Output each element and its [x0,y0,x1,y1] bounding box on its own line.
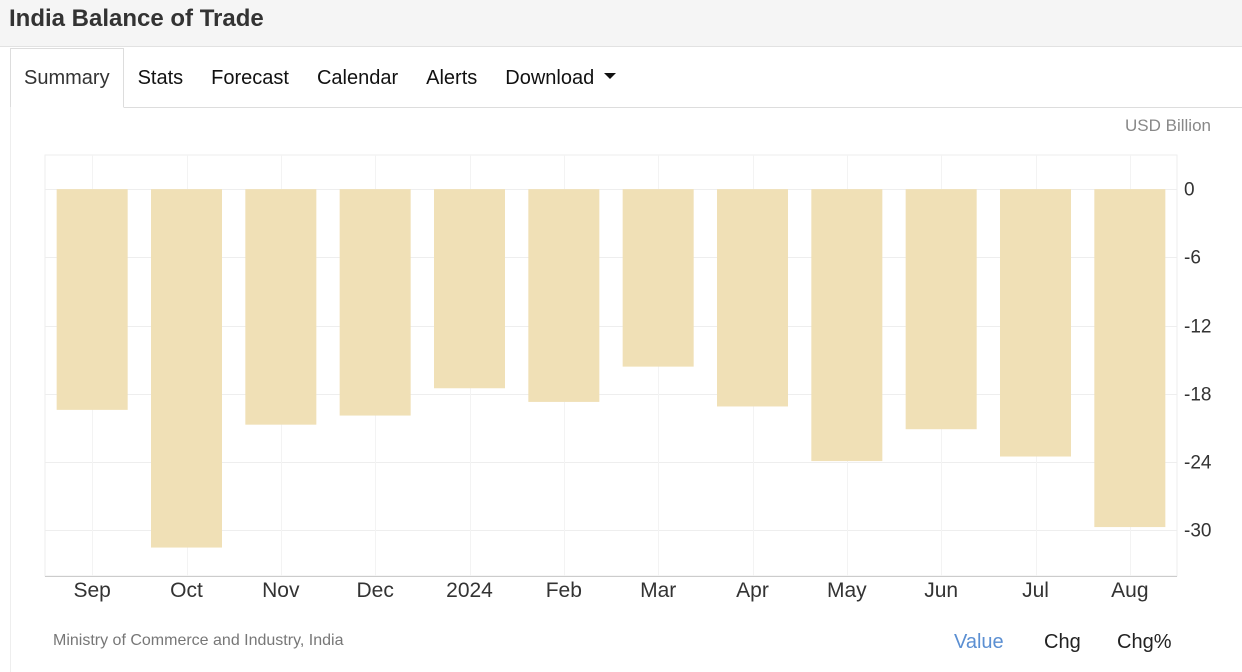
bar-may[interactable] [811,189,883,462]
bar-aug[interactable] [1094,189,1166,528]
x-tick-label: Jul [1022,579,1049,602]
bar-nov[interactable] [245,189,317,425]
tab-download[interactable]: Download [491,48,630,107]
x-tick-label: Sep [73,579,110,602]
x-tick-label: Jun [924,579,958,602]
bar-oct[interactable] [151,189,222,548]
tab-forecast[interactable]: Forecast [211,66,289,89]
x-tick-label: Mar [640,579,676,602]
tab-download-label: Download [505,66,595,89]
y-tick-label: -30 [1184,521,1211,542]
bar-sep[interactable] [56,189,128,410]
bar-2024[interactable] [434,189,505,389]
bar-jul[interactable] [1000,189,1071,457]
bar-feb[interactable] [528,189,600,402]
x-tick-label: 2024 [446,579,493,602]
x-tick-label: Feb [546,579,582,602]
bar-mar[interactable] [622,189,694,367]
mode-chg-button[interactable]: Chg [1044,631,1081,653]
bar-apr[interactable] [717,189,788,407]
chart-panel [10,108,1232,672]
x-tick-label: Oct [170,579,203,602]
x-tick-label: Dec [356,579,393,602]
y-tick-label: 0 [1184,180,1195,201]
title-bar: India Balance of Trade [0,0,1242,47]
unit-label: USD Billion [1125,116,1211,135]
source-label: Ministry of Commerce and Industry, India [53,632,344,649]
page-title: India Balance of Trade [9,5,264,32]
x-tick-label: Nov [262,579,300,602]
tab-bar: Summary Stats Forecast Calendar Alerts D… [10,48,1242,108]
x-tick-label: May [827,579,867,602]
bar-jun[interactable] [905,189,977,430]
y-tick-label: -12 [1184,317,1211,338]
tab-alerts[interactable]: Alerts [426,66,478,89]
bar-dec[interactable] [339,189,411,416]
x-tick-label: Aug [1111,579,1148,602]
tab-summary[interactable]: Summary [10,48,124,108]
caret-down-icon [604,72,617,79]
tab-stats[interactable]: Stats [137,66,184,89]
x-tick-label: Apr [736,579,769,602]
y-tick-label: -18 [1184,385,1211,406]
mode-value-button[interactable]: Value [954,631,1004,653]
y-tick-label: -24 [1184,453,1212,474]
tab-calendar[interactable]: Calendar [316,66,399,89]
y-tick-label: -6 [1184,248,1201,269]
mode-chg-percent-button[interactable]: Chg% [1117,631,1172,653]
